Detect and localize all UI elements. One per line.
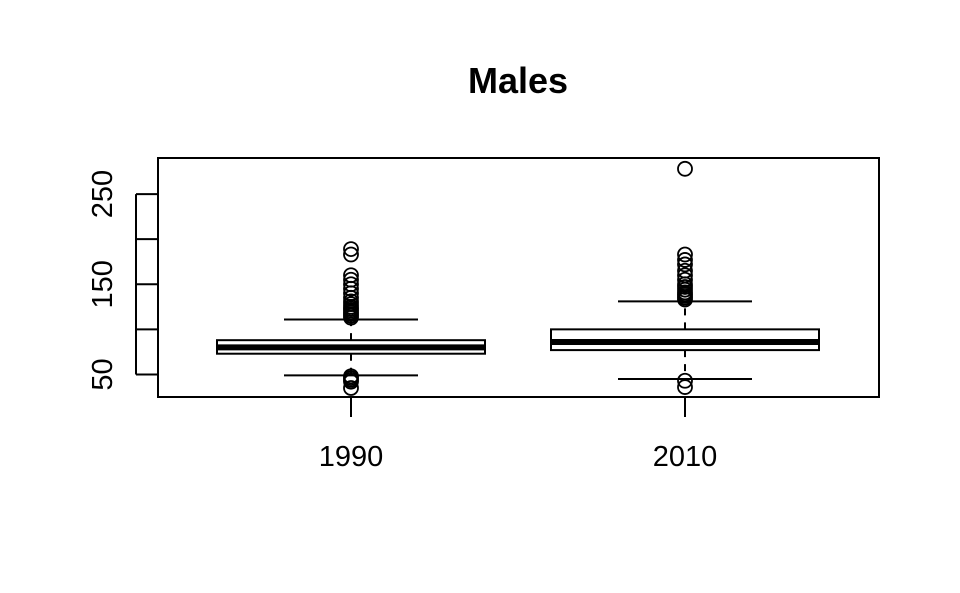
plot-frame [157,157,880,398]
outlier-point [343,246,359,263]
outlier-point [677,262,693,279]
box-1990 [216,241,486,396]
outlier-point [677,256,693,273]
y-tick-label: 250 [87,170,119,218]
outlier-point [343,241,359,257]
box-2010 [550,160,820,395]
outlier-point [677,160,693,177]
outlier-point [343,267,359,284]
x-axis: 1990 2010 [319,397,718,473]
boxes-group [216,160,820,396]
outlier-point [343,368,359,385]
outlier-point [677,372,693,389]
outlier-point [677,252,693,268]
x-tick-label: 2010 [653,441,718,473]
outlier-point [677,271,693,288]
outlier-point [343,380,359,396]
x-tick-label: 1990 [319,441,384,473]
y-axis: 50 150 250 [87,170,158,391]
y-tick-label: 50 [87,358,119,390]
outlier-point [677,267,693,284]
outlier-point [677,379,693,395]
outlier-point [343,276,359,293]
y-tick-label: 150 [87,260,119,308]
outlier-point [343,271,359,288]
chart-title: Males [468,60,568,101]
outlier-point [677,246,693,263]
